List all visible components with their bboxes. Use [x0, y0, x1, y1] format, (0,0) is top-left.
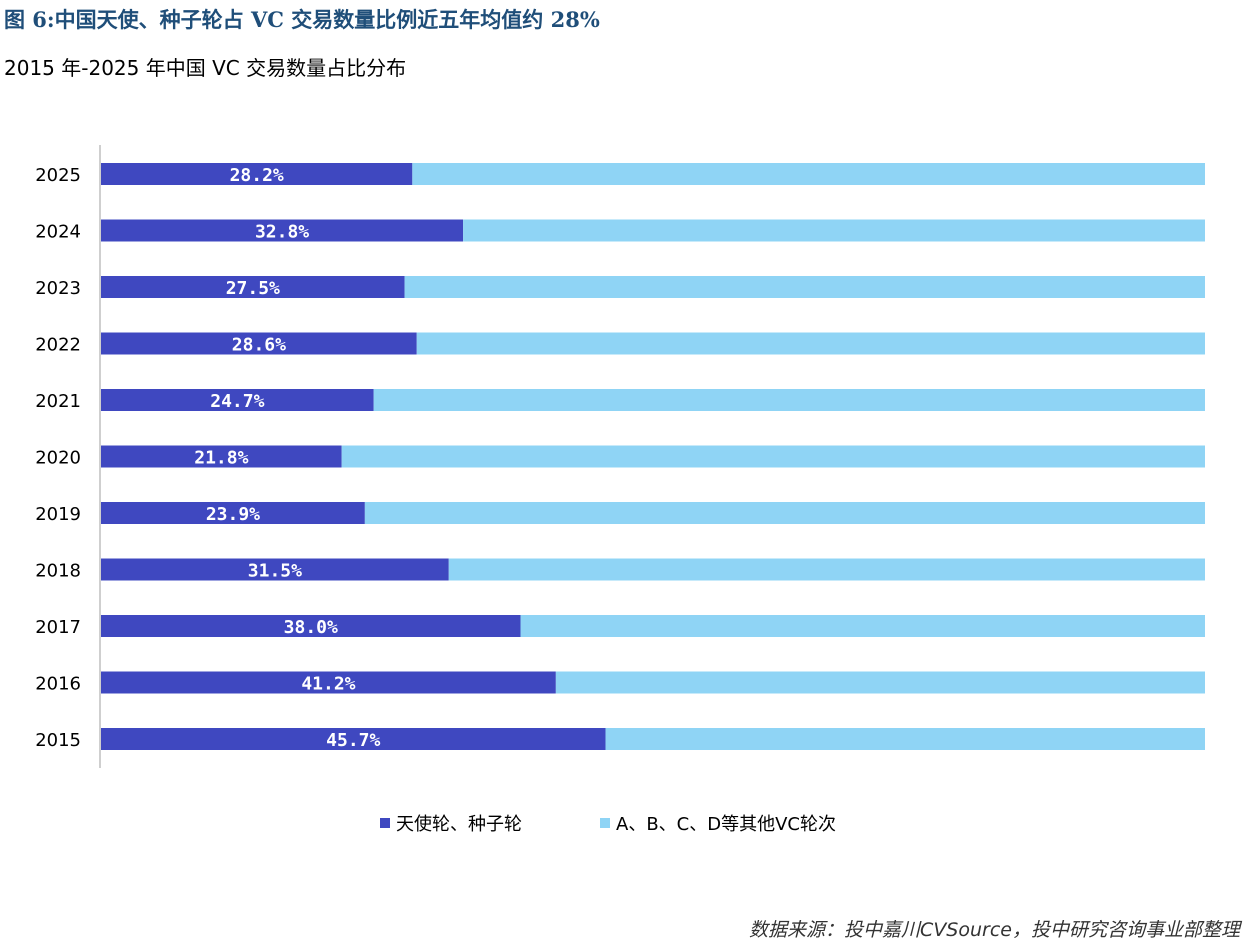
- data-label-2016: 41.2%: [301, 674, 355, 695]
- tick-label-2024: 2024: [35, 222, 81, 243]
- data-label-2023: 27.5%: [226, 278, 280, 299]
- bar-seed-2022: [101, 332, 417, 355]
- bar-seed-2018: [101, 558, 449, 581]
- tick-label-2019: 2019: [35, 504, 81, 525]
- bar-seed-2015: [101, 728, 606, 750]
- bar-other-2018: [448, 558, 1205, 581]
- tick-label-2016: 2016: [35, 674, 81, 695]
- legend-item-other: A、B、C、D等其他VC轮次: [600, 810, 836, 836]
- data-label-2021: 24.7%: [210, 391, 264, 412]
- tick-label-2015: 2015: [35, 730, 81, 751]
- bar-seed-2020: [101, 445, 342, 468]
- tick-label-2018: 2018: [35, 561, 81, 582]
- tick-label-2022: 2022: [35, 335, 81, 356]
- legend-label-seed: 天使轮、种子轮: [396, 814, 522, 835]
- bar-other-2023: [404, 276, 1206, 298]
- bar-seed-2019: [101, 502, 365, 524]
- bar-other-2025: [412, 163, 1205, 185]
- tick-label-2020: 2020: [35, 448, 81, 469]
- bar-seed-2025: [101, 163, 413, 185]
- bar-other-2022: [416, 332, 1205, 355]
- bar-seed-2024: [101, 219, 464, 242]
- legend-swatch-other: [600, 818, 610, 828]
- bar-other-2017: [520, 615, 1205, 637]
- bar-other-2020: [341, 445, 1205, 468]
- bar-seed-2016: [101, 671, 556, 694]
- data-label-2018: 31.5%: [248, 561, 302, 582]
- bar-other-2015: [605, 728, 1205, 750]
- data-label-2015: 45.7%: [326, 730, 380, 751]
- data-label-2017: 38.0%: [284, 617, 338, 638]
- legend-swatch-seed: [380, 818, 390, 828]
- bar-other-2019: [364, 502, 1206, 524]
- tick-label-2023: 2023: [35, 278, 81, 299]
- figure-title: 图 6:中国天使、种子轮占 VC 交易数量比例近五年均值约 28%: [4, 7, 600, 32]
- bar-seed-2023: [101, 276, 405, 298]
- data-label-2022: 28.6%: [232, 335, 286, 356]
- bar-other-2016: [555, 671, 1205, 694]
- data-label-2020: 21.8%: [194, 448, 248, 469]
- tick-label-2025: 2025: [35, 165, 81, 186]
- source-note: 数据来源：投中嘉川CVSource，投中研究咨询事业部整理: [749, 919, 1240, 941]
- data-label-2019: 23.9%: [206, 504, 260, 525]
- data-label-2024: 32.8%: [255, 222, 309, 243]
- bar-other-2021: [373, 389, 1205, 411]
- chart-legend: 天使轮、种子轮 A、B、C、D等其他VC轮次: [0, 810, 1246, 836]
- legend-label-other: A、B、C、D等其他VC轮次: [616, 814, 836, 835]
- chart-title: 2015 年-2025 年中国 VC 交易数量占比分布: [4, 56, 407, 80]
- bar-seed-2017: [101, 615, 521, 637]
- bar-seed-2021: [101, 389, 374, 411]
- bar-other-2024: [463, 219, 1205, 242]
- data-label-2025: 28.2%: [230, 165, 284, 186]
- tick-label-2017: 2017: [35, 617, 81, 638]
- tick-label-2021: 2021: [35, 391, 81, 412]
- legend-item-seed: 天使轮、种子轮: [380, 810, 522, 836]
